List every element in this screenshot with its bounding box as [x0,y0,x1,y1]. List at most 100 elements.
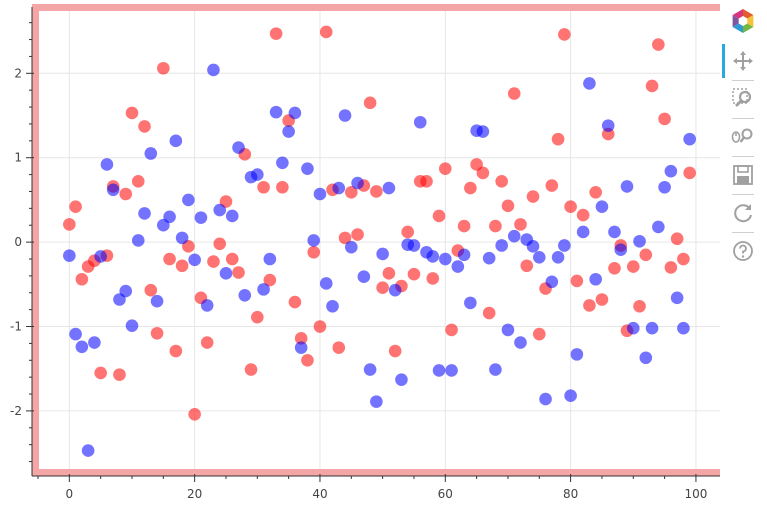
data-point [495,239,508,252]
data-point [407,239,421,252]
data-point [169,344,183,358]
data-point [269,27,283,40]
data-point [106,183,120,197]
data-point [445,323,458,337]
data-point [426,250,440,263]
data-point [182,193,195,207]
data-point [163,252,176,266]
data-point [683,166,696,180]
data-point [94,366,107,380]
data-point [608,261,621,275]
data-point [225,252,239,266]
data-point [175,259,189,273]
box-zoom-icon[interactable] [730,86,756,112]
data-point [332,341,346,354]
x-tick-label: 20 [187,487,202,501]
pan-icon[interactable] [730,48,756,74]
data-point [564,200,577,213]
data-point [294,341,308,354]
data-point [313,187,327,201]
data-point [188,407,201,421]
data-point [138,120,151,133]
help-icon[interactable] [730,238,756,264]
data-point [276,180,289,194]
save-icon[interactable] [730,162,756,188]
data-point [670,232,684,246]
data-point [332,181,346,195]
data-point [620,180,634,193]
y-axis: -2 -1 0 1 2 [10,7,34,476]
data-point [583,77,596,90]
x-tick-label: 60 [438,487,453,501]
data-point [207,63,220,77]
scatter-plot[interactable]: 0 20 40 60 80 100 -2 -1 0 1 2 [0,0,720,528]
data-point [507,87,521,100]
data-point [576,225,590,239]
data-point [232,141,245,154]
data-point [301,353,314,367]
data-point [376,247,389,261]
data-point [645,321,659,335]
data-point [219,267,233,280]
data-point [119,284,133,298]
data-point [545,275,559,289]
data-point [677,252,690,266]
data-point [395,373,408,386]
data-point [645,79,659,93]
data-point [507,229,521,243]
data-point [407,267,421,281]
data-point [94,250,107,263]
data-point [382,181,396,195]
data-point [501,199,515,213]
data-point [532,327,546,341]
data-point [125,319,139,332]
data-point [501,323,515,337]
data-point [652,220,665,234]
data-point [338,231,352,245]
reset-icon[interactable] [730,200,756,226]
data-point [313,320,327,333]
data-point [188,253,201,267]
data-point [376,281,389,294]
wheel-zoom-icon[interactable] [730,124,756,150]
x-tick-label: 40 [312,487,327,501]
data-point [432,364,446,377]
data-point [558,28,571,41]
x-axis: 0 20 40 60 80 100 [32,474,720,501]
data-point [75,340,89,354]
data-point [75,272,89,286]
data-point [345,186,358,199]
data-point [482,251,496,265]
data-point [307,234,321,247]
data-point [401,225,414,239]
data-point [225,209,239,223]
plot-toolbar [722,4,764,284]
data-point [526,190,540,203]
logo-segment [743,23,754,33]
data-point [539,392,552,406]
data-points [63,25,696,457]
data-point [213,203,227,217]
data-point [232,266,245,279]
data-point [119,187,133,201]
data-point [608,225,621,239]
data-point [558,239,571,252]
x-tick-label: 100 [684,487,707,501]
data-point [464,296,477,310]
y-tick-label: -1 [10,320,22,334]
data-point [633,299,646,313]
data-point [388,344,402,358]
data-point [564,389,577,403]
data-point [288,106,302,120]
bokeh-logo-icon[interactable] [730,8,756,34]
data-point [514,336,527,349]
data-point [677,321,690,335]
active-tool-indicator [722,44,725,78]
data-point [382,267,396,280]
data-point [263,252,277,266]
data-point [489,219,502,233]
data-point [545,179,559,192]
data-point [489,363,502,376]
data-point [301,162,314,175]
data-point [476,125,490,138]
